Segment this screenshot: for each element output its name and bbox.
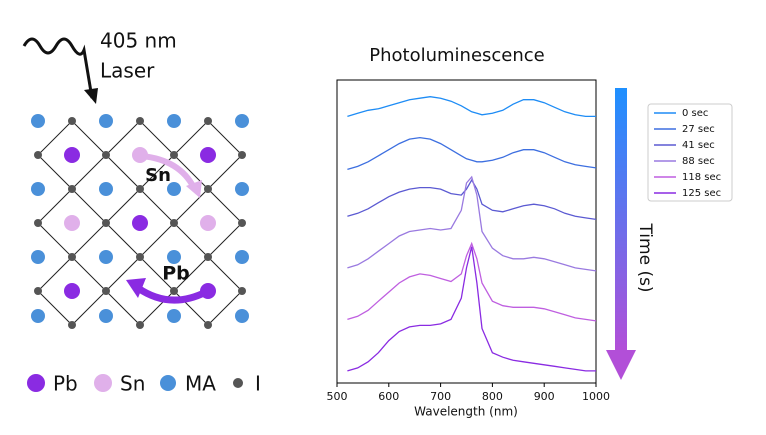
- laser-wave: [22, 37, 94, 99]
- laser-text: Laser: [100, 59, 155, 83]
- legend-label: 118 sec: [682, 172, 721, 183]
- ma-ion: [167, 114, 181, 128]
- pl-spectrum: [347, 136, 597, 171]
- pl-spectrum: [347, 246, 596, 372]
- iodide-ion: [204, 117, 212, 125]
- b-site-ion: [200, 147, 216, 163]
- perovskite-diagram: 405 nm Laser Sn Pb Pb Sn MA I: [22, 29, 261, 396]
- ma-ion: [31, 250, 45, 264]
- x-axis-label: Wavelength (nm): [414, 405, 518, 419]
- sn-arrowhead: [186, 180, 202, 198]
- iodide-ion: [170, 287, 178, 295]
- x-tick-label: 700: [430, 390, 451, 403]
- b-site-ion: [200, 215, 216, 231]
- b-site-ion: [64, 283, 80, 299]
- ma-ion: [167, 182, 181, 196]
- pb-arrowhead: [126, 278, 146, 298]
- iodide-ion: [68, 253, 76, 261]
- b-site-ion: [64, 147, 80, 163]
- iodide-ion: [136, 253, 144, 261]
- pl-spectrum: [347, 178, 597, 221]
- key-marker: [160, 375, 176, 391]
- iodide-ion: [238, 287, 246, 295]
- iodide-ion: [170, 219, 178, 227]
- pl-spectrum: [347, 175, 597, 272]
- ma-ion: [99, 114, 113, 128]
- iodide-ion: [68, 321, 76, 329]
- legend-label: 0 sec: [682, 108, 708, 119]
- x-tick-label: 900: [534, 390, 555, 403]
- iodide-ion: [238, 151, 246, 159]
- key-label: Sn: [120, 372, 145, 396]
- ma-ion: [99, 309, 113, 323]
- iodide-ion: [136, 185, 144, 193]
- ma-ion: [235, 114, 249, 128]
- ma-ion: [167, 309, 181, 323]
- iodide-ion: [102, 219, 110, 227]
- pb-label: Pb: [162, 263, 190, 285]
- laser-arrowhead: [84, 88, 98, 104]
- iodide-ion: [170, 151, 178, 159]
- ma-ion: [235, 309, 249, 323]
- x-tick-label: 800: [482, 390, 503, 403]
- ma-ion: [31, 182, 45, 196]
- ma-ion: [31, 114, 45, 128]
- iodide-ion: [68, 117, 76, 125]
- pb-arrow: [136, 285, 208, 304]
- x-tick-label: 500: [327, 390, 348, 403]
- time-arrowhead: [606, 350, 636, 380]
- iodide-ion: [204, 185, 212, 193]
- key-marker: [27, 374, 45, 392]
- time-label: Time (s): [635, 222, 655, 292]
- sn-arrow: [141, 153, 197, 190]
- pl-spectrum: [347, 241, 597, 322]
- ma-ion: [31, 309, 45, 323]
- x-tick-label: 1000: [582, 390, 610, 403]
- key-label: MA: [185, 372, 216, 396]
- ma-ion: [99, 182, 113, 196]
- pl-spectrum: [347, 96, 596, 118]
- iodide-ion: [102, 287, 110, 295]
- iodide-ion: [102, 151, 110, 159]
- iodide-ion: [204, 321, 212, 329]
- key-label: Pb: [53, 372, 78, 396]
- iodide-ion: [34, 287, 42, 295]
- time-arrow: [615, 88, 627, 350]
- iodide-ion: [238, 219, 246, 227]
- legend-label: 125 sec: [682, 188, 721, 199]
- legend-label: 27 sec: [682, 124, 715, 135]
- iodide-ion: [204, 253, 212, 261]
- b-site-ion: [132, 215, 148, 231]
- key-label: I: [255, 372, 261, 396]
- x-tick-label: 600: [378, 390, 399, 403]
- iodide-ion: [136, 117, 144, 125]
- iodide-ion: [136, 321, 144, 329]
- ma-ion: [167, 250, 181, 264]
- chart-title: Photoluminescence: [369, 45, 545, 66]
- legend-label: 41 sec: [682, 140, 715, 151]
- key-marker: [94, 374, 112, 392]
- ma-ion: [235, 182, 249, 196]
- iodide-ion: [34, 151, 42, 159]
- ma-ion: [99, 250, 113, 264]
- laser-text: 405 nm: [100, 29, 177, 53]
- iodide-ion: [34, 219, 42, 227]
- sn-label: Sn: [145, 165, 171, 186]
- plot-frame: [336, 79, 597, 384]
- iodide-ion: [68, 185, 76, 193]
- b-site-ion: [64, 215, 80, 231]
- key-marker: [233, 378, 243, 388]
- ma-ion: [235, 250, 249, 264]
- legend-label: 88 sec: [682, 156, 715, 167]
